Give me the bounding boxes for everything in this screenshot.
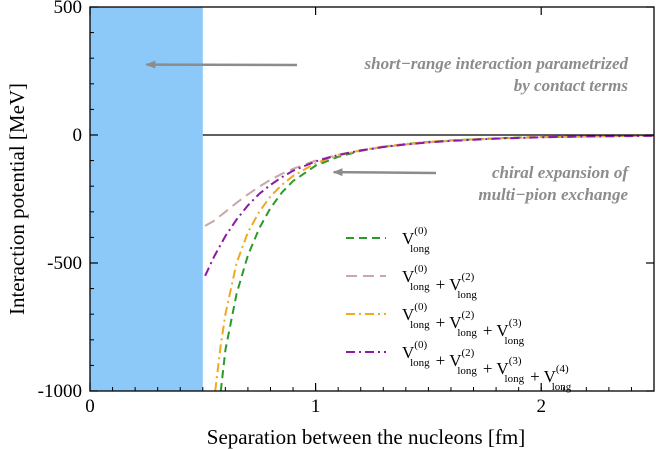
series-line-3 — [204, 134, 654, 277]
y-tick-label-1: 0 — [73, 125, 83, 146]
x-axis-title: Separation between the nucleons [fm] — [207, 425, 525, 449]
series-line-0 — [219, 134, 654, 391]
annotation-1-line-0: chiral expansion of — [492, 163, 630, 182]
plot-frame — [89, 6, 655, 392]
legend-label-1: V(0) long + V(2) long — [402, 263, 477, 301]
short-range-region — [90, 7, 203, 391]
x-tick-label-1: 1 — [311, 396, 321, 417]
y-axis-title: Interaction potential [MeV] — [5, 83, 29, 315]
x-tick-label-2: 2 — [536, 396, 546, 417]
legend-label-0: V(0) long — [402, 225, 430, 255]
y-tick-label-0: 500 — [54, 0, 83, 18]
legend-label-3: V(0) long + V(2) long + V(3) long + V(4) long — [402, 339, 572, 393]
annotation-arrow-1 — [332, 168, 437, 177]
y-tick-label-3: -1000 — [38, 381, 82, 402]
annotation-0-line-0: short−range interaction parametrized — [364, 54, 629, 73]
y-tick-label-2: -500 — [47, 253, 82, 274]
annotation-0-line-1: by contact terms — [514, 76, 629, 95]
x-tick-label-0: 0 — [85, 396, 95, 417]
legend-label-2: V(0) long + V(2) long + V(3) long — [402, 301, 525, 347]
series-line-2 — [214, 134, 654, 391]
annotation-1-line-1: multi−pion exchange — [478, 185, 628, 204]
